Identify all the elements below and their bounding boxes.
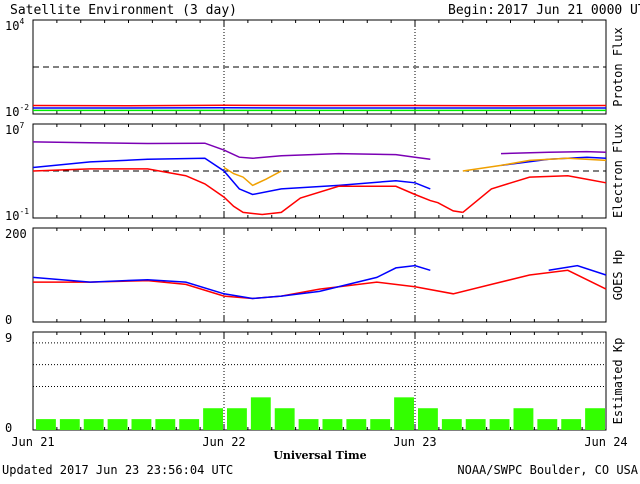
kp-bar-20 — [514, 408, 534, 430]
proton-flux-panel: 104 10-2 Proton Flux — [5, 17, 625, 119]
proton-axis-label: Proton Flux — [611, 27, 625, 106]
kp-bar-23 — [585, 408, 605, 430]
begin-value: 2017 Jun 21 0000 UTC — [497, 3, 640, 18]
goes_hp-ytick-bottom: 0 — [5, 313, 12, 327]
kp-bar-12 — [323, 419, 343, 430]
kp-bar-14 — [370, 419, 390, 430]
goes_hp-series-blue-2 — [549, 266, 606, 275]
kp-bar-6 — [179, 419, 199, 430]
kp-ytick-top: 9 — [5, 331, 12, 345]
kp-bar-5 — [155, 419, 175, 430]
estimated-kp-panel: 9 0 Estimated Kp — [5, 331, 625, 435]
kp-bar-9 — [251, 397, 271, 430]
goes_hp-series-blue-1 — [33, 266, 430, 299]
kp-bar-21 — [537, 419, 557, 430]
x-tick-jun22: Jun 22 — [202, 435, 245, 449]
kp-bar-22 — [561, 419, 581, 430]
kp-bar-19 — [490, 419, 510, 430]
electron-axis-label: Electron Flux — [611, 124, 625, 218]
kp-bar-4 — [132, 419, 152, 430]
goes_hp-frame — [33, 228, 606, 322]
x-tick-jun24: Jun 24 — [584, 435, 627, 449]
electron-ytick-bottom: 10-1 — [5, 207, 29, 223]
electron-ytick-top: 107 — [5, 121, 24, 137]
proton-ytick-bottom-exponent: -2 — [19, 103, 29, 112]
electron-series-red-7 — [463, 176, 606, 213]
kp-bar-0 — [36, 419, 56, 430]
proton-ytick-bottom: 10-2 — [5, 103, 29, 119]
kp-bar-18 — [466, 419, 486, 430]
electron-series-orange-4 — [224, 168, 281, 186]
kp-bar-1 — [60, 419, 80, 430]
begin-label: Begin: — [448, 3, 495, 18]
goes_hp-axis-label: GOES Hp — [611, 250, 625, 301]
x-axis-label: Universal Time — [273, 449, 366, 462]
electron-series-orange-5 — [463, 158, 606, 171]
electron-series-red-6 — [33, 169, 463, 215]
kp-bar-3 — [108, 419, 128, 430]
kp-axis-label: Estimated Kp — [611, 338, 625, 425]
kp-bar-8 — [227, 408, 247, 430]
plot-title: Satellite Environment (3 day) — [10, 3, 237, 18]
updated-timestamp: Updated 2017 Jun 23 23:56:04 UTC — [2, 463, 233, 477]
kp-bar-13 — [346, 419, 366, 430]
kp-ytick-bottom: 0 — [5, 421, 12, 435]
kp-bar-7 — [203, 408, 223, 430]
goes_hp-series-red-0 — [33, 270, 606, 298]
goes_hp-ytick-top: 200 — [5, 227, 27, 241]
electron-series-purple-1 — [501, 152, 606, 154]
kp-bar-16 — [418, 408, 438, 430]
electron-ytick-bottom-exponent: -1 — [19, 207, 29, 216]
kp-bar-17 — [442, 419, 462, 430]
credit-text: NOAA/SWPC Boulder, CO USA — [457, 463, 638, 477]
x-tick-jun23: Jun 23 — [393, 435, 436, 449]
kp-bar-10 — [275, 408, 295, 430]
electron-series-purple-0 — [33, 142, 430, 159]
kp-bar-15 — [394, 397, 414, 430]
proton-ytick-top: 104 — [5, 17, 24, 33]
electron-series-blue-2 — [33, 158, 430, 194]
kp-bar-2 — [84, 419, 104, 430]
proton-ytick-top-exponent: 4 — [19, 17, 24, 26]
kp-bar-11 — [299, 419, 319, 430]
electron-flux-panel: 107 10-1 Electron Flux — [5, 121, 625, 223]
x-tick-jun21: Jun 21 — [11, 435, 54, 449]
goes-hp-panel: 200 0 GOES Hp — [5, 227, 625, 327]
electron-ytick-top-exponent: 7 — [19, 121, 24, 130]
